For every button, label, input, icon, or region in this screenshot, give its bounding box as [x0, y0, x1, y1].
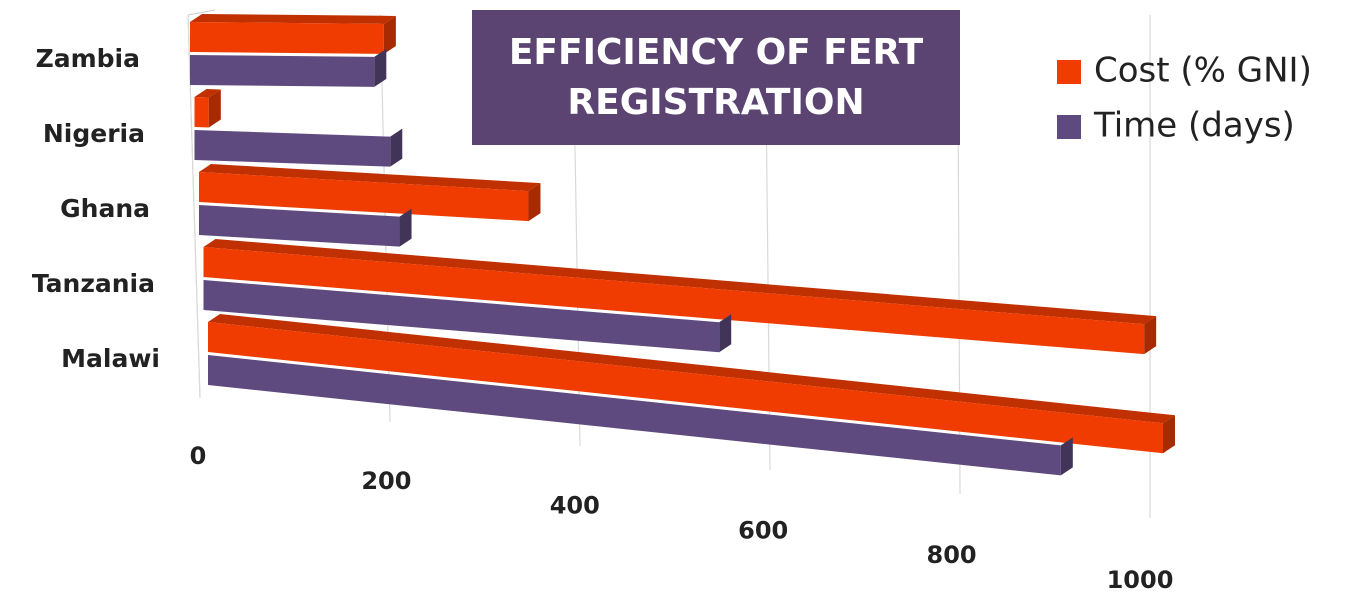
bar-top — [190, 14, 396, 24]
y-tick-label: Malawi — [61, 344, 160, 373]
legend-label: Time (days) — [1093, 106, 1295, 146]
bar-front — [199, 172, 529, 222]
x-tick-label: 400 — [550, 492, 600, 520]
bar-front — [203, 280, 720, 353]
x-tick-label: 0 — [190, 442, 207, 470]
bar-top — [194, 89, 221, 98]
bar-side — [208, 89, 221, 128]
chart-title: EFFICIENCY OF FERT REGISTRATION — [472, 10, 960, 145]
y-tick-label: Nigeria — [43, 119, 145, 148]
x-tick-label: 600 — [738, 516, 788, 544]
y-tick-label: Tanzania — [32, 269, 155, 298]
bar-side — [390, 128, 403, 167]
bar-side — [528, 183, 541, 222]
bar-top — [203, 239, 1157, 325]
bar — [190, 14, 396, 54]
bar — [199, 164, 541, 222]
bar — [194, 89, 221, 128]
bar-front — [194, 130, 391, 167]
y-tick-label: Zambia — [36, 44, 140, 73]
legend-label: Cost (% GNI) — [1094, 51, 1312, 91]
bar-front — [194, 97, 209, 128]
bar — [208, 355, 1073, 476]
bar — [194, 128, 403, 167]
y-tick-label: Ghana — [60, 194, 150, 223]
bar-side — [374, 48, 387, 87]
bar-side — [399, 208, 412, 247]
bar — [203, 239, 1157, 355]
bar-front — [208, 322, 1163, 454]
bar-side — [719, 314, 732, 353]
bar — [190, 48, 387, 87]
bar — [208, 314, 1175, 454]
x-tick-label: 200 — [361, 467, 411, 495]
bar-front — [190, 22, 384, 54]
bar-top — [199, 164, 541, 192]
bar — [203, 280, 732, 353]
bar-side — [383, 15, 396, 54]
legend-swatch — [1057, 60, 1081, 84]
bar-side — [1060, 437, 1073, 476]
bar — [199, 205, 412, 247]
x-tick-label: 1000 — [1107, 566, 1174, 594]
bar-front — [208, 355, 1061, 476]
bar-front — [203, 247, 1145, 355]
bar-top — [208, 314, 1175, 424]
axis-wall — [187, 9, 216, 16]
bar-side — [1144, 316, 1157, 355]
bar-front — [199, 205, 400, 247]
bar-side — [1163, 415, 1175, 454]
x-tick-label: 800 — [927, 541, 977, 569]
legend-swatch — [1057, 115, 1081, 139]
bar-front — [190, 55, 375, 87]
